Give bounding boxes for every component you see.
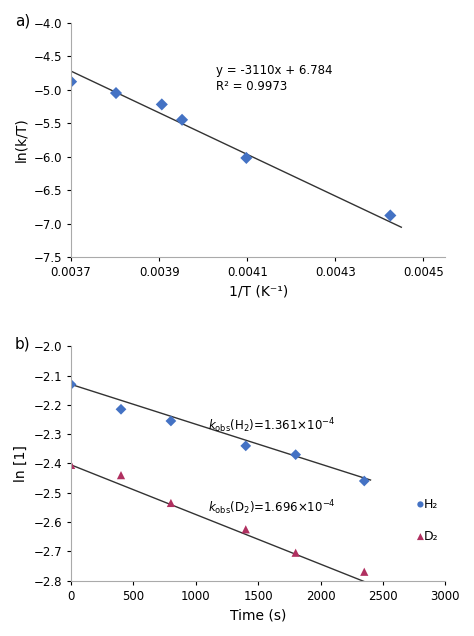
Point [361,476,368,486]
Text: H₂: H₂ [424,498,438,511]
Point [167,498,175,508]
Point [112,88,120,98]
Text: b): b) [15,337,31,352]
Point [67,460,75,470]
Text: D₂: D₂ [424,530,439,543]
Text: a): a) [15,13,30,29]
Point [292,548,300,558]
Point [67,379,75,389]
Point [361,567,368,577]
Point [167,416,175,426]
Point [243,153,250,163]
Point [117,470,125,480]
Text: R² = 0.9973: R² = 0.9973 [217,80,288,93]
Point [67,76,75,86]
Point [292,450,300,460]
Text: $k_\mathregular{obs}$(H$_2$)=1.361$\times$10$^{-4}$: $k_\mathregular{obs}$(H$_2$)=1.361$\time… [209,416,336,434]
Point [242,524,249,534]
Text: y = -3110x + 6.784: y = -3110x + 6.784 [217,64,333,78]
Point [117,404,125,415]
Point [158,99,165,109]
X-axis label: Time (s): Time (s) [230,608,286,622]
Text: $k_\mathregular{obs}$(D$_2$)=1.696$\times$10$^{-4}$: $k_\mathregular{obs}$(D$_2$)=1.696$\time… [209,498,336,516]
Point [178,114,186,125]
Y-axis label: ln [1]: ln [1] [14,445,28,482]
Point [417,499,424,509]
Point [242,441,249,451]
X-axis label: 1/T (K⁻¹): 1/T (K⁻¹) [228,284,288,298]
Point [417,532,424,542]
Y-axis label: ln(k/T): ln(k/T) [14,118,28,162]
Point [386,211,394,221]
